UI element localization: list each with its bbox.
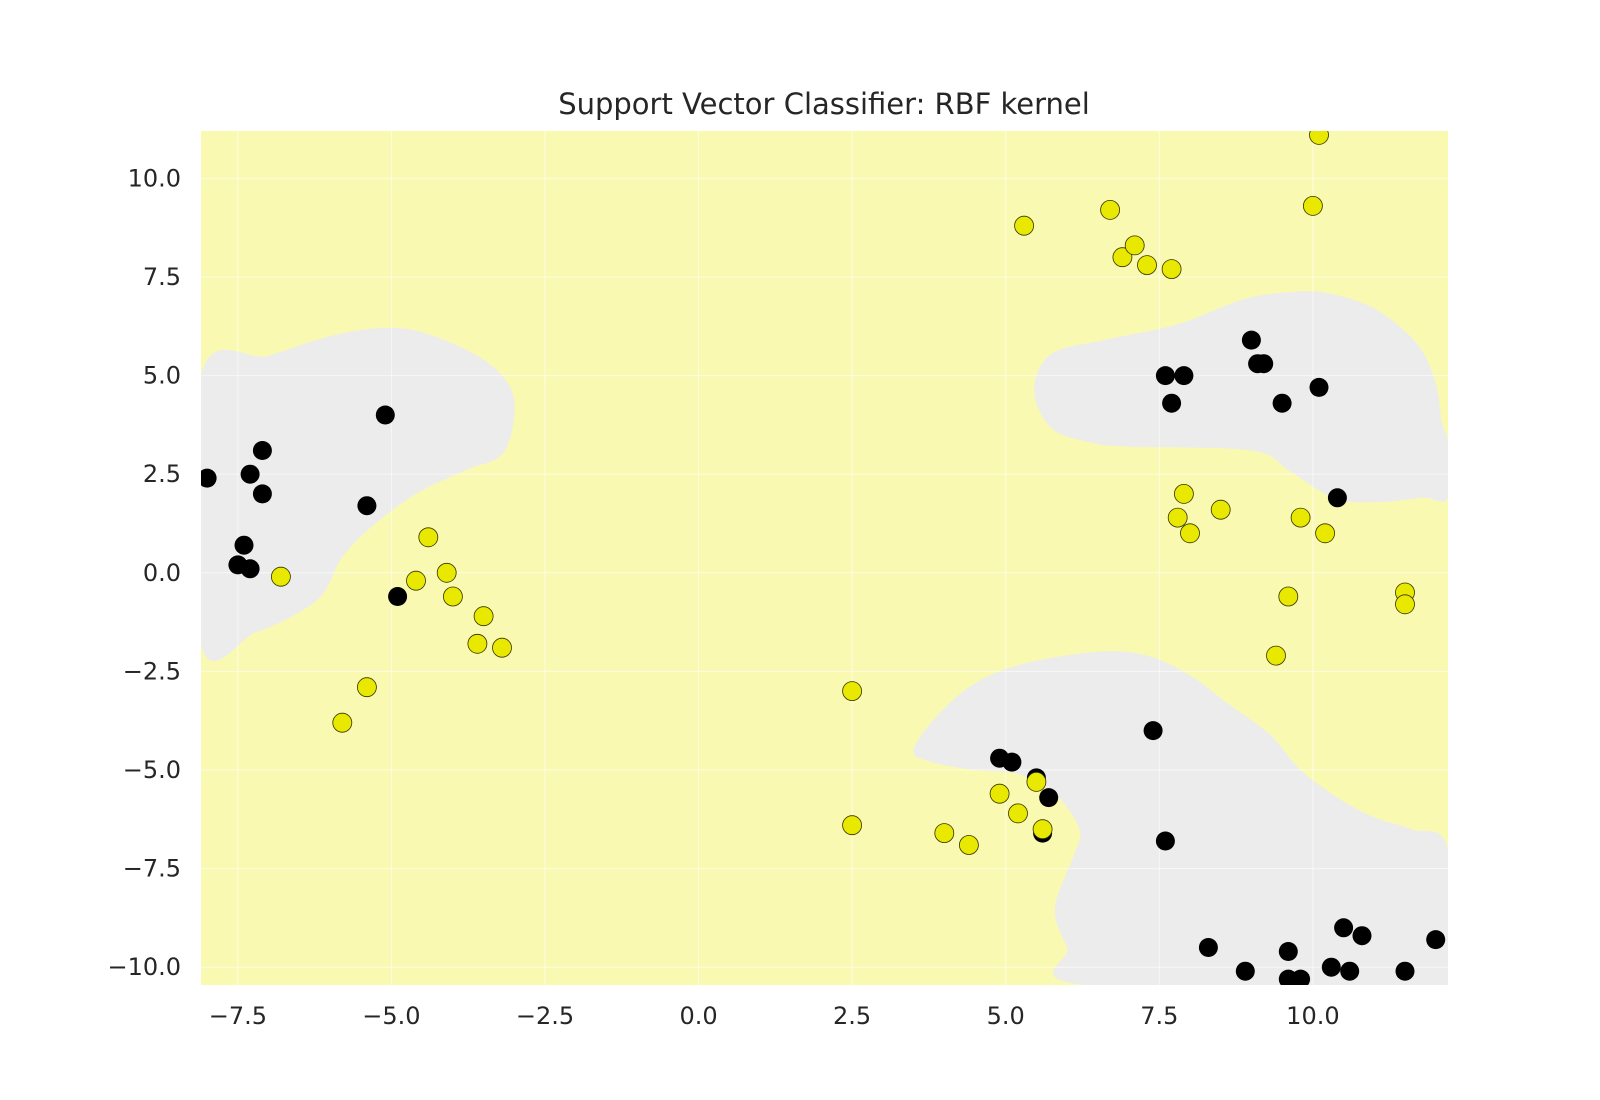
point-class-0 xyxy=(201,468,217,488)
x-tick-label: 10.0 xyxy=(1286,1002,1339,1030)
decision-region-2 xyxy=(913,651,1448,985)
point-class-0 xyxy=(1039,788,1059,808)
point-class-1 xyxy=(959,835,979,855)
point-class-0 xyxy=(240,559,260,579)
y-tick-label: 5.0 xyxy=(143,362,181,390)
point-class-1 xyxy=(934,823,955,843)
point-class-0 xyxy=(1002,752,1022,772)
point-class-0 xyxy=(1309,377,1329,397)
point-class-1 xyxy=(1303,195,1323,216)
point-class-0 xyxy=(357,496,377,516)
point-class-1 xyxy=(1167,507,1188,528)
y-tick-label: −10.0 xyxy=(107,953,181,981)
point-class-1 xyxy=(1395,594,1415,615)
decision-region-1 xyxy=(1034,291,1448,503)
point-class-1 xyxy=(467,633,488,654)
point-class-1 xyxy=(1266,645,1286,666)
point-class-1 xyxy=(1278,586,1299,607)
x-tick-label: 0.0 xyxy=(680,1002,718,1030)
x-tick-label: −5.0 xyxy=(362,1002,420,1030)
point-class-0 xyxy=(1426,930,1446,950)
point-class-0 xyxy=(1340,961,1360,981)
x-tick-label: 7.5 xyxy=(1140,1002,1178,1030)
x-tick-label: 5.0 xyxy=(987,1002,1025,1030)
point-class-1 xyxy=(418,527,439,548)
point-class-1 xyxy=(842,815,862,836)
point-class-1 xyxy=(1008,803,1028,824)
point-class-1 xyxy=(1124,235,1145,256)
point-class-0 xyxy=(252,441,272,460)
point-class-1 xyxy=(1032,819,1053,840)
y-tick-label: −5.0 xyxy=(123,756,181,784)
point-class-0 xyxy=(1162,393,1182,413)
point-class-1 xyxy=(492,637,512,658)
point-class-1 xyxy=(1315,523,1335,544)
x-tick-label: 2.5 xyxy=(833,1002,871,1030)
point-class-1 xyxy=(356,677,377,698)
point-class-0 xyxy=(1155,831,1175,851)
point-class-1 xyxy=(1026,772,1047,792)
point-class-1 xyxy=(406,570,426,591)
point-class-0 xyxy=(1278,942,1298,961)
point-class-0 xyxy=(1198,938,1218,957)
point-class-0 xyxy=(234,535,254,555)
point-class-1 xyxy=(270,566,291,587)
point-class-0 xyxy=(252,484,272,504)
y-axis: 10.0 7.5 5.0 2.5 0.0 −2.5 −5.0 −7.5 −10.0 xyxy=(107,164,181,981)
point-class-1 xyxy=(1309,131,1329,145)
y-tick-label: 7.5 xyxy=(143,263,181,291)
y-tick-label: 0.0 xyxy=(143,559,181,587)
point-class-0 xyxy=(1155,366,1175,386)
point-class-1 xyxy=(1180,523,1200,544)
point-class-0 xyxy=(240,464,260,484)
point-class-1 xyxy=(1112,247,1133,268)
point-class-1 xyxy=(1161,259,1182,280)
point-class-1 xyxy=(332,712,353,733)
point-class-0 xyxy=(1241,330,1261,350)
x-tick-label: −2.5 xyxy=(516,1002,574,1030)
point-class-1 xyxy=(1174,483,1194,504)
point-class-1 xyxy=(442,586,463,607)
x-tick-label: −7.5 xyxy=(209,1002,267,1030)
point-class-0 xyxy=(388,587,408,606)
point-class-1 xyxy=(473,606,494,627)
point-class-0 xyxy=(1174,366,1194,386)
point-class-0 xyxy=(1272,393,1292,413)
y-tick-label: −2.5 xyxy=(123,657,181,685)
point-class-1 xyxy=(1100,199,1120,220)
scatter-points xyxy=(201,131,1446,985)
point-class-1 xyxy=(989,783,1010,804)
point-class-0 xyxy=(1334,918,1354,938)
point-class-0 xyxy=(1235,961,1255,981)
point-class-0 xyxy=(1327,488,1347,508)
y-tick-label: 10.0 xyxy=(128,164,181,192)
point-class-0 xyxy=(1321,957,1341,977)
point-class-1 xyxy=(842,681,862,701)
point-class-0 xyxy=(1143,721,1163,741)
x-axis: −7.5 −5.0 −2.5 0.0 2.5 5.0 7.5 10.0 xyxy=(209,1002,1340,1030)
point-class-1 xyxy=(436,562,457,583)
point-class-0 xyxy=(1291,969,1311,985)
point-class-1 xyxy=(1210,499,1231,520)
point-class-0 xyxy=(1352,926,1372,946)
point-class-0 xyxy=(1254,354,1274,374)
y-tick-label: −7.5 xyxy=(123,855,181,883)
point-class-0 xyxy=(375,405,395,425)
point-class-1 xyxy=(1014,215,1034,236)
point-class-1 xyxy=(1137,255,1157,276)
chart-title: Support Vector Classifier: RBF kernel xyxy=(558,87,1090,121)
point-class-0 xyxy=(1395,961,1415,981)
y-tick-label: 2.5 xyxy=(143,460,181,488)
point-class-1 xyxy=(1290,507,1311,528)
